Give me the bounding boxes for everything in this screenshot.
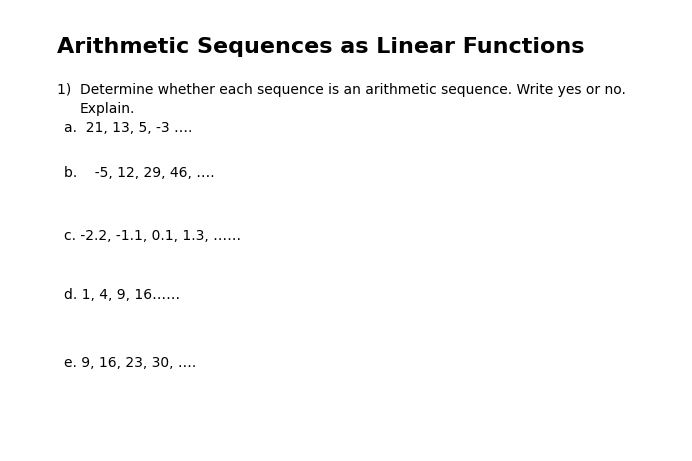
Text: b.    -5, 12, 29, 46, ….: b. -5, 12, 29, 46, …. <box>64 166 215 180</box>
Text: a.  21, 13, 5, -3 ….: a. 21, 13, 5, -3 …. <box>64 121 193 135</box>
Text: Explain.: Explain. <box>80 102 135 116</box>
Text: d. 1, 4, 9, 16……: d. 1, 4, 9, 16…… <box>64 288 181 302</box>
Text: c. -2.2, -1.1, 0.1, 1.3, ……: c. -2.2, -1.1, 0.1, 1.3, …… <box>64 229 242 243</box>
Text: 1)  Determine whether each sequence is an arithmetic sequence. Write yes or no.: 1) Determine whether each sequence is an… <box>57 83 626 97</box>
Text: Arithmetic Sequences as Linear Functions: Arithmetic Sequences as Linear Functions <box>57 37 584 57</box>
Text: e. 9, 16, 23, 30, ….: e. 9, 16, 23, 30, …. <box>64 356 197 370</box>
